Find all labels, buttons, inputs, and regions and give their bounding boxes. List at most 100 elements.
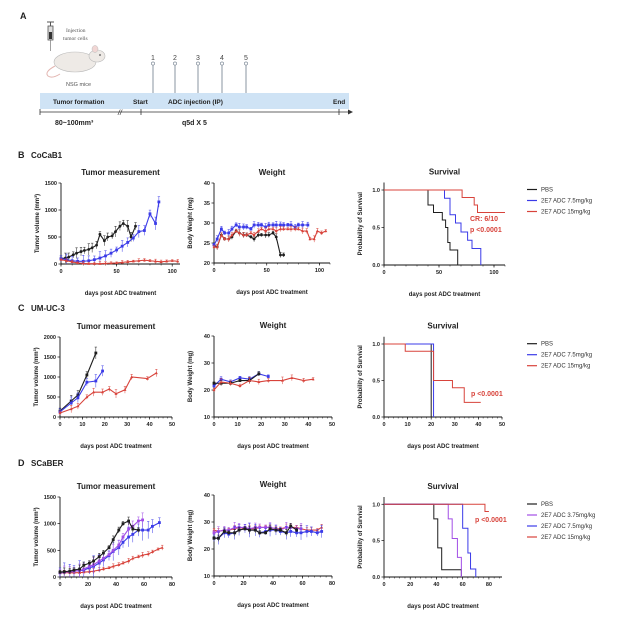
data-point <box>301 229 305 233</box>
data-point <box>121 540 125 544</box>
x-tick-label: 100 <box>315 268 324 274</box>
x-axis-label: days post ADC treatment <box>407 444 478 450</box>
data-point <box>264 233 268 237</box>
x-tick-label: 40 <box>147 422 153 428</box>
nsg-mice-label: NSG mice <box>66 82 91 88</box>
data-point <box>82 567 86 571</box>
data-point <box>170 259 174 262</box>
data-point <box>249 235 253 239</box>
data-point <box>148 259 152 262</box>
series-pbs <box>384 503 462 577</box>
chart-title: Survival <box>427 322 458 331</box>
x-axis-label: days post ADC treatment <box>237 603 308 609</box>
data-point <box>69 407 73 411</box>
data-point <box>286 223 290 227</box>
x-tick-label: 50 <box>329 422 335 428</box>
data-point <box>234 229 238 233</box>
data-point <box>279 253 282 257</box>
data-point <box>102 556 105 560</box>
x-tick-label: 50 <box>169 422 175 428</box>
x-axis-label: days post ADC treatment <box>80 444 151 450</box>
data-point <box>308 237 312 241</box>
tumor-cells-label: tumor cells <box>63 36 88 42</box>
cell-line-name: UM-UC-3 <box>31 304 65 313</box>
data-point <box>309 530 313 533</box>
data-point <box>249 227 253 231</box>
data-point <box>137 519 140 523</box>
data-point <box>282 253 285 257</box>
data-point <box>94 379 98 383</box>
adc-injection-label: ADC injection (IP) <box>168 99 223 106</box>
y-tick-label: 500 <box>47 548 56 554</box>
data-point <box>289 524 293 528</box>
data-point <box>230 227 234 231</box>
chart-title: Weight <box>260 480 287 489</box>
data-point <box>227 237 231 241</box>
start-label: Start <box>133 99 149 106</box>
data-point <box>230 233 234 237</box>
y-axis-label: Probability of Survival <box>358 505 364 569</box>
x-tick-label: 20 <box>407 582 413 588</box>
x-tick-label: 60 <box>460 582 466 588</box>
y-axis-label: Probability of Survival <box>358 345 364 409</box>
legend-label: 2E7 ADC 15mg/kg <box>541 364 590 370</box>
y-tick-label: 2000 <box>44 335 56 341</box>
x-tick-label: 100 <box>489 270 498 276</box>
y-tick-label: 1.0 <box>372 342 380 348</box>
data-point <box>126 241 130 244</box>
legend-label: 2E7 ADC 7.5mg/kg <box>541 353 592 359</box>
data-point <box>111 564 115 568</box>
series-adc-15 <box>59 258 180 265</box>
y-tick-label: 1.0 <box>372 502 380 508</box>
data-point <box>141 518 144 522</box>
data-point <box>127 527 130 531</box>
data-point <box>87 262 91 265</box>
data-point <box>264 229 268 233</box>
x-axis-label: days post ADC treatment <box>409 292 480 298</box>
x-tick-label: 0 <box>382 422 385 428</box>
series-adc-7-5 <box>59 196 161 264</box>
data-point <box>258 526 262 529</box>
data-point <box>260 223 263 227</box>
data-point <box>219 380 223 383</box>
y-tick-label: 0.0 <box>372 263 380 269</box>
x-tick-label: 80 <box>169 582 175 588</box>
injection-circle <box>244 61 248 66</box>
series-adc-7-5 <box>212 221 310 247</box>
series-adc-7-5 <box>384 503 477 577</box>
data-point <box>159 260 163 263</box>
data-point <box>82 249 86 252</box>
series-pbs <box>384 343 432 417</box>
survival-curve <box>384 343 432 417</box>
x-axis-label: days post ADC treatment <box>80 604 151 610</box>
data-point <box>271 231 275 235</box>
data-point <box>127 519 130 523</box>
chart-annotation: CR: 6/10 <box>470 216 498 223</box>
data-point <box>264 531 268 535</box>
data-point <box>260 233 263 237</box>
data-point <box>257 380 261 383</box>
data-point <box>245 233 249 237</box>
x-tick-label: 80 <box>486 582 492 588</box>
data-point <box>126 224 130 228</box>
data-point <box>134 224 137 228</box>
data-point <box>227 531 231 535</box>
y-tick-label: 0 <box>53 415 56 421</box>
x-tick-label: 0 <box>212 422 215 428</box>
tumor-formation-label: Tumor formation <box>53 99 105 106</box>
data-point <box>248 528 251 532</box>
survival-curve <box>384 503 477 577</box>
x-tick-label: 10 <box>235 422 241 428</box>
data-point <box>101 390 105 394</box>
series-line <box>59 519 143 574</box>
chart-title: Tumor measurement <box>77 322 156 331</box>
data-point <box>88 564 91 568</box>
data-point <box>256 229 260 233</box>
data-point <box>212 531 216 535</box>
legend-label: 2E7 ADC 15mg/kg <box>541 210 590 216</box>
chart-d-tumor: Tumor measurement days post ADC treatment… <box>33 482 175 610</box>
series-adc-15 <box>384 503 489 513</box>
survival-curve <box>384 503 462 577</box>
data-point <box>87 259 91 263</box>
chart-d-weight: Weight days post ADC treatment Body Weight… <box>188 480 335 609</box>
